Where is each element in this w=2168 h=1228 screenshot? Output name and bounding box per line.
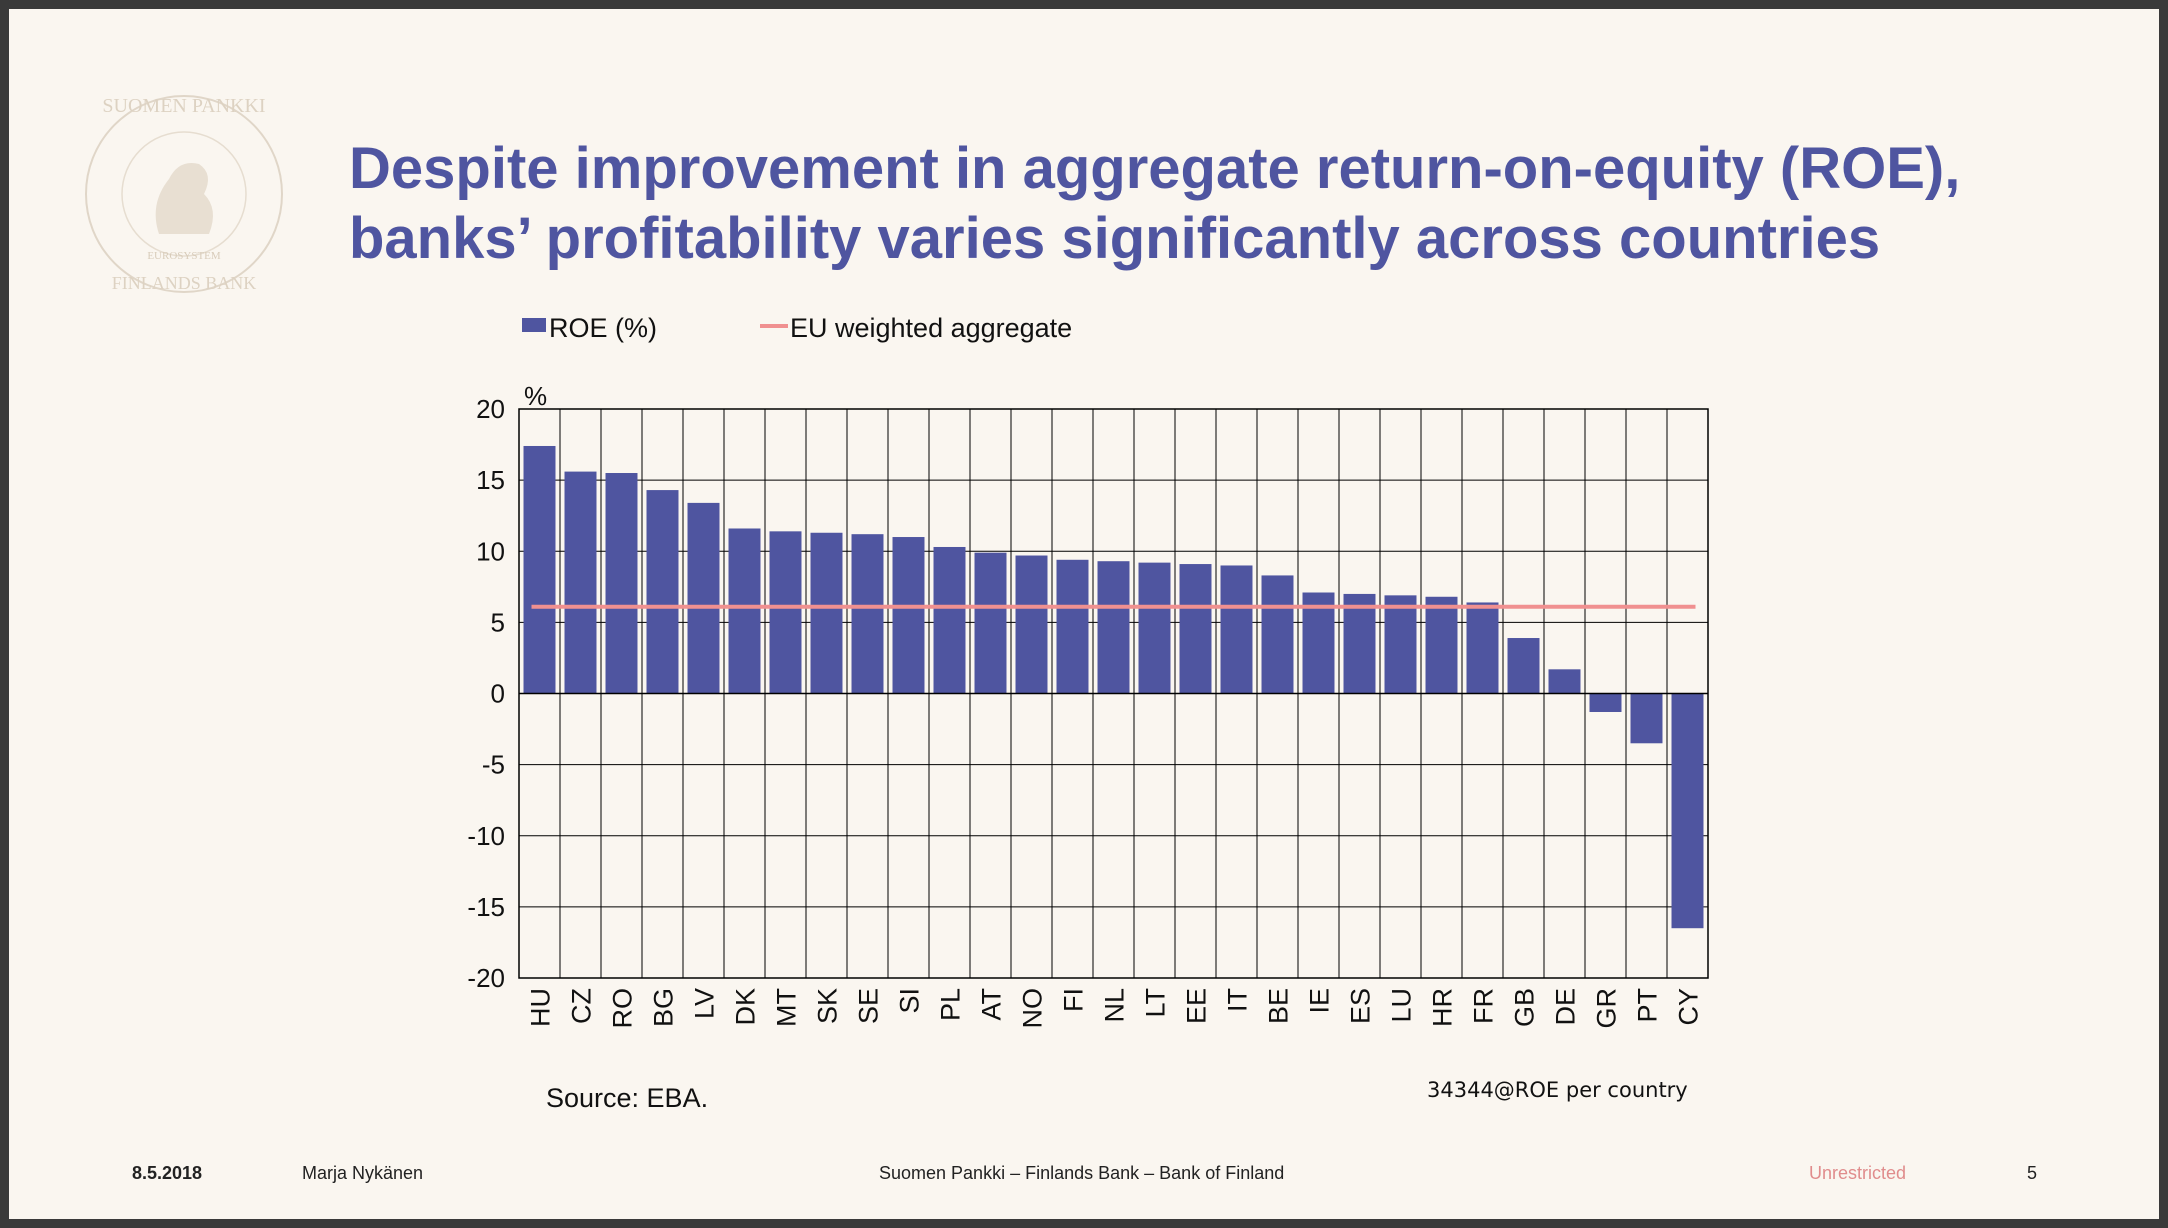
bar-dk [728, 528, 761, 694]
y-tick-label: -10 [467, 821, 505, 851]
bar-pl [933, 546, 966, 694]
x-tick-label: SI [895, 988, 925, 1014]
bar-de [1548, 669, 1581, 694]
x-tick-label: GR [1592, 988, 1622, 1029]
bar-cz [564, 471, 597, 694]
legend-label-roe: ROE (%) [549, 313, 657, 343]
footer-author: Marja Nykänen [302, 1163, 424, 1183]
x-tick-label: BG [649, 988, 679, 1027]
bar-it [1220, 565, 1253, 694]
bank-of-finland-logo: SUOMEN PANKKI FINLANDS BANK EUROSYSTEM [85, 95, 283, 293]
bar-ro [605, 473, 638, 694]
chart-source: Source: EBA. [546, 1083, 708, 1113]
slide-title-line-1: Despite improvement in aggregate return-… [349, 136, 1961, 201]
x-tick-label: FR [1469, 988, 1499, 1024]
bar-bg [646, 490, 679, 694]
bar-lt [1138, 562, 1171, 694]
x-tick-label: ES [1346, 988, 1376, 1024]
x-tick-label: SK [813, 988, 843, 1024]
bar-fi [1056, 559, 1089, 694]
x-tick-label: IE [1305, 988, 1335, 1014]
bar-ie [1302, 592, 1335, 694]
x-tick-label: NO [1018, 988, 1048, 1029]
x-tick-label: MT [772, 988, 802, 1027]
bar-se [851, 534, 884, 694]
svg-text:FINLANDS BANK: FINLANDS BANK [112, 273, 257, 293]
x-tick-label: NL [1100, 988, 1130, 1023]
bar-gb [1507, 638, 1540, 694]
y-tick-label: -15 [467, 892, 505, 922]
x-tick-label: HR [1428, 988, 1458, 1027]
bar-lu [1384, 595, 1417, 694]
bar-sk [810, 532, 843, 694]
bar-fr [1466, 602, 1499, 694]
bar-es [1343, 593, 1376, 694]
legend-swatch-roe [522, 318, 546, 332]
svg-text:EUROSYSTEM: EUROSYSTEM [147, 250, 221, 262]
x-tick-label: HU [526, 988, 556, 1027]
x-tick-label: FI [1059, 988, 1089, 1012]
bar-hr [1425, 596, 1458, 694]
chart-id: 34344@ROE per country [1427, 1078, 1688, 1102]
slide-title: Despite improvement in aggregate return-… [349, 134, 2109, 274]
y-tick-label: 0 [491, 679, 505, 709]
plot-area: 20 15 10 5 0 -5 -10 -15 -20 HU CZ RO BG LV DK MT SK SE SI P… [467, 394, 1709, 1029]
x-tick-label: CZ [567, 988, 597, 1024]
legend-swatch-aggregate [760, 324, 788, 328]
x-tick-label: LU [1387, 988, 1417, 1023]
bar-ee [1179, 564, 1212, 694]
bar-at [974, 552, 1007, 694]
x-tick-label: GB [1510, 988, 1540, 1027]
bar-lv [687, 502, 720, 694]
bar-si [892, 537, 925, 694]
footer-classification: Unrestricted [1809, 1163, 1907, 1183]
svg-text:SUOMEN PANKKI: SUOMEN PANKKI [102, 95, 265, 117]
x-tick-label: BE [1264, 988, 1294, 1024]
y-tick-label: -5 [482, 750, 505, 780]
chart-legend: ROE (%) EU weighted aggregate [522, 313, 1072, 343]
bar-cy [1671, 693, 1704, 929]
x-tick-label: DE [1551, 988, 1581, 1026]
y-tick-label: -20 [467, 963, 505, 993]
roe-chart: ROE (%) EU weighted aggregate % 20 15 10 5 0… [467, 313, 1709, 1113]
bar-pt [1630, 693, 1663, 744]
x-tick-label: EE [1182, 988, 1212, 1024]
slide-title-line-2: banks’ profitability varies significantl… [349, 206, 1881, 271]
bar-nl [1097, 561, 1130, 694]
x-tick-label: RO [608, 988, 638, 1029]
y-tick-label: 10 [476, 536, 505, 566]
x-tick-label: SE [854, 988, 884, 1024]
footer-organization: Suomen Pankki – Finlands Bank – Bank of … [879, 1163, 1285, 1183]
legend-label-aggregate: EU weighted aggregate [790, 313, 1072, 343]
x-tick-label: PL [936, 988, 966, 1021]
y-axis-unit-label: % [524, 381, 547, 411]
page-number: 5 [2027, 1163, 2038, 1183]
x-tick-label: AT [977, 988, 1007, 1021]
x-tick-label: LV [690, 988, 720, 1019]
bar-mt [769, 531, 802, 694]
x-tick-label: LT [1141, 988, 1171, 1018]
footer-date: 8.5.2018 [132, 1163, 203, 1183]
y-tick-label: 15 [476, 465, 505, 495]
bar-be [1261, 575, 1294, 694]
x-tick-label: CY [1674, 988, 1704, 1026]
bar-gr [1589, 693, 1622, 712]
bar-hu [523, 445, 556, 694]
x-tick-label: DK [731, 988, 761, 1026]
x-tick-label: PT [1633, 988, 1663, 1023]
x-tick-label: IT [1223, 988, 1253, 1012]
y-tick-label: 5 [491, 607, 505, 637]
slide: SUOMEN PANKKI FINLANDS BANK EUROSYSTEM D… [9, 9, 2159, 1219]
bar-no [1015, 555, 1048, 694]
y-tick-label: 20 [476, 394, 505, 424]
